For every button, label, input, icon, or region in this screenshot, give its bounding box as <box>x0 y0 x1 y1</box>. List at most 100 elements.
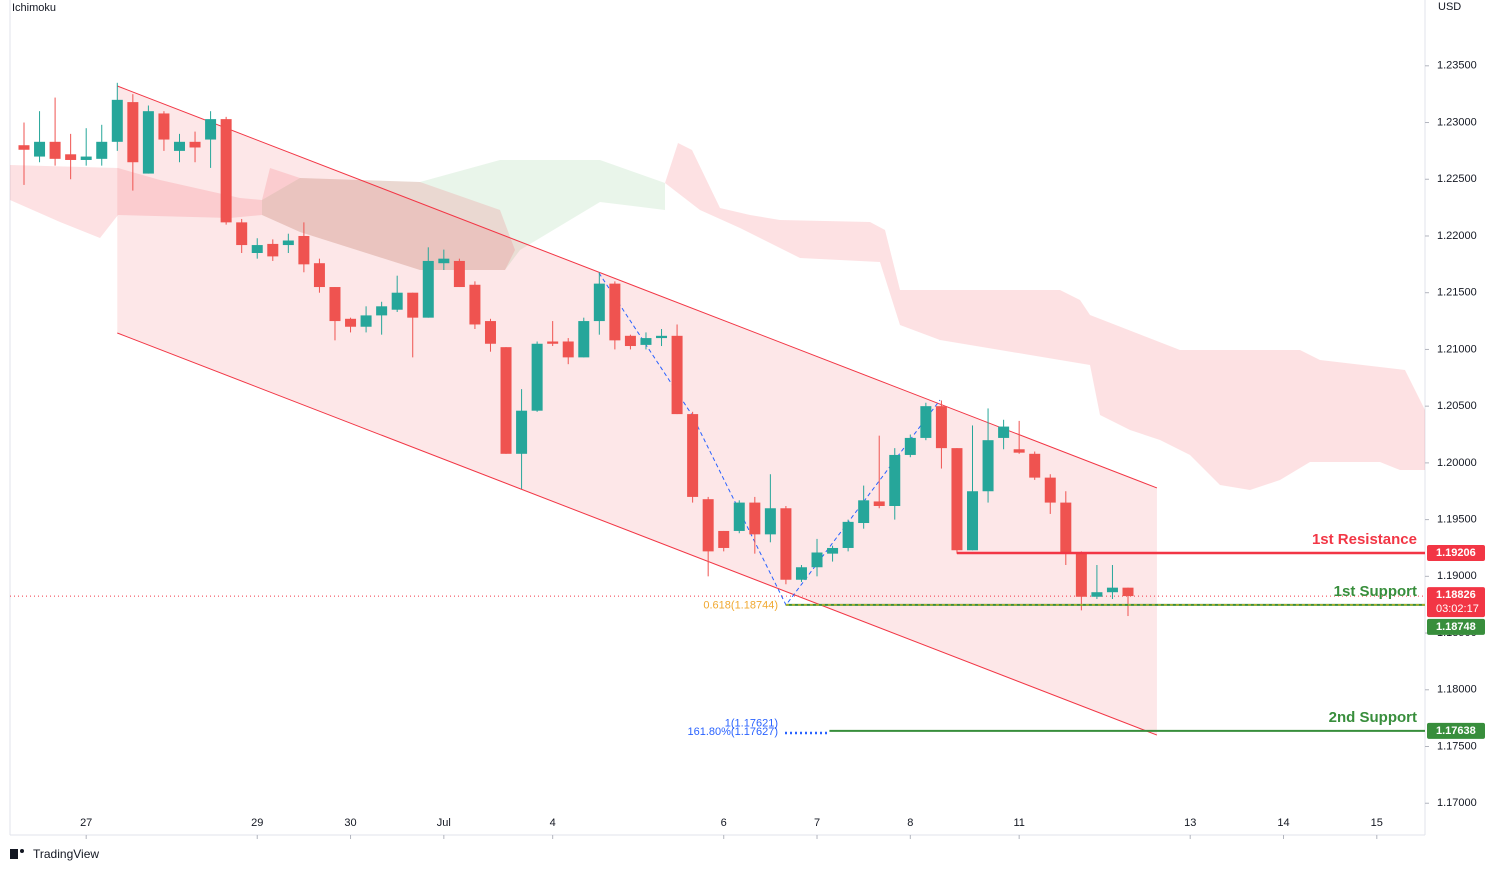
x-tick-label: 14 <box>1277 817 1289 829</box>
y-tick-label: 1.21000 <box>1437 343 1477 355</box>
currency-label: USD <box>1438 1 1461 13</box>
candle-body <box>422 260 434 318</box>
candle-body <box>376 306 388 316</box>
x-tick-label: 27 <box>80 817 92 829</box>
candle-body <box>624 335 636 347</box>
level-name: 2nd Support <box>1329 709 1417 726</box>
indicator-label: Ichimoku <box>12 2 56 14</box>
candle-body <box>220 119 232 223</box>
candle-body <box>593 283 605 322</box>
candle-body <box>329 287 341 322</box>
candle-body <box>733 502 745 531</box>
candle-body <box>1029 453 1041 478</box>
channel-fill <box>117 85 1157 736</box>
candle-body <box>142 111 154 174</box>
candle-body <box>173 141 185 151</box>
price-label-box <box>1427 544 1485 561</box>
candle-body <box>718 530 730 548</box>
candle-body <box>687 414 699 497</box>
x-tick-label: 29 <box>251 817 263 829</box>
candle-body <box>998 426 1010 438</box>
price-label-box <box>1427 722 1485 739</box>
candle-body <box>1075 553 1087 597</box>
candle-body <box>516 410 528 454</box>
candle-body <box>795 567 807 580</box>
fib-label: 0.618(1.18744) <box>703 599 778 611</box>
y-tick-label: 1.18000 <box>1437 684 1477 696</box>
candle-body <box>500 347 512 454</box>
x-tick-label: Jul <box>437 817 451 829</box>
brand-logo <box>10 849 18 859</box>
candle-body <box>313 263 325 288</box>
candle-body <box>656 335 668 339</box>
candle-body <box>1106 587 1118 593</box>
candle-body <box>1091 592 1103 597</box>
x-tick-label: 4 <box>550 817 556 829</box>
y-tick-label: 1.22500 <box>1437 173 1477 185</box>
candle-body <box>531 343 543 411</box>
candle-body <box>251 245 263 253</box>
candle-body <box>578 321 590 358</box>
candle-body <box>267 243 279 257</box>
candle-body <box>65 154 77 160</box>
x-tick-label: 6 <box>721 817 727 829</box>
candle-body <box>764 508 776 535</box>
candle-body <box>547 341 559 344</box>
candle-body <box>469 284 481 325</box>
cloud-red <box>665 143 1425 490</box>
candle-body <box>205 119 217 140</box>
brand-logo <box>20 849 24 853</box>
candle-body <box>609 283 621 341</box>
brand: TradingView <box>10 847 99 861</box>
candle-body <box>951 448 963 551</box>
x-tick-label: 11 <box>1013 817 1024 829</box>
candle-body <box>935 406 947 449</box>
y-tick-label: 1.23000 <box>1437 116 1477 128</box>
price-label: 1.18748 <box>1436 621 1476 633</box>
candle-body <box>298 235 310 265</box>
candle-body <box>282 240 294 246</box>
brand-name: TradingView <box>33 847 99 861</box>
current-price-box <box>1427 587 1485 618</box>
channel-upper <box>117 85 1158 489</box>
y-tick-label: 1.21500 <box>1437 287 1477 299</box>
candle-body <box>111 99 123 142</box>
candle-body <box>236 222 248 246</box>
x-tick-label: 13 <box>1184 817 1196 829</box>
candle-body <box>1044 477 1056 503</box>
candle-body <box>920 406 932 438</box>
candle-body <box>407 292 419 318</box>
y-tick-label: 1.20500 <box>1437 400 1477 412</box>
candle-body <box>904 437 916 455</box>
candle-body <box>858 500 870 524</box>
candle-body <box>96 141 108 159</box>
y-tick-label: 1.17500 <box>1437 740 1477 752</box>
candle-body <box>18 145 30 150</box>
candle-body <box>438 258 450 264</box>
candle-body <box>1013 449 1025 453</box>
candle-body <box>80 156 92 160</box>
candle-body <box>982 440 994 492</box>
candle-body <box>34 141 46 157</box>
fib-label: 1(1.17621) <box>725 718 778 730</box>
candle-body <box>391 292 403 310</box>
channel-lower <box>117 332 1158 736</box>
channel <box>117 85 1158 736</box>
candle-body <box>702 499 714 552</box>
countdown-label: 03:02:17 <box>1436 603 1479 615</box>
x-tick-label: 30 <box>344 817 356 829</box>
candle-body <box>484 321 496 344</box>
candle-body <box>640 338 652 345</box>
candle-body <box>967 491 979 551</box>
candle-body <box>842 521 854 548</box>
candle-body <box>453 260 465 288</box>
candle-body <box>562 341 574 358</box>
y-tick-label: 1.19500 <box>1437 514 1477 526</box>
price-label: 1.17638 <box>1436 725 1476 737</box>
fib-label: 161.80%(1.17627) <box>687 726 778 738</box>
candle-body <box>158 113 170 140</box>
candle-body <box>360 315 372 327</box>
level-name: 1st Resistance <box>1312 531 1417 548</box>
price-label-box <box>1427 618 1485 635</box>
